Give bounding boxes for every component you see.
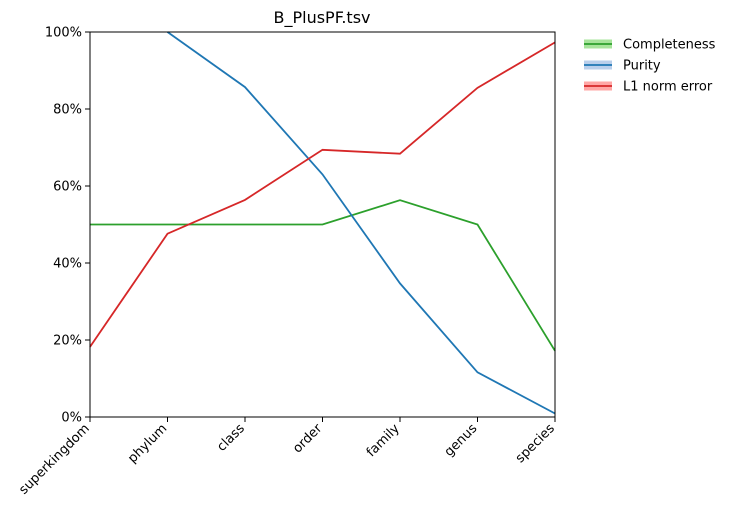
legend-label: Purity [623,59,661,74]
y-tick-label: 80% [53,103,82,118]
plot-lines [89,31,556,415]
y-tick-label: 0% [61,411,82,426]
legend-label: Completeness [623,38,716,53]
x-tick-label: species [513,421,558,466]
legend: Completeness Purity L1 norm error [584,38,716,95]
x-tick-label: class [214,421,248,455]
x-tick-label: genus [442,421,481,460]
y-tick-label: 100% [45,26,82,41]
x-tick-label: order [290,421,326,457]
x-tick-label: phylum [125,421,170,466]
y-tick-label: 60% [53,180,82,195]
x-tick-label: family [364,421,403,460]
chart-title: B_PlusPF.tsv [274,8,371,28]
y-tick-label: 20% [53,334,82,349]
x-tick-label: superkingdom [16,421,92,497]
x-axis: superkingdom phylum class order family genus s… [16,417,558,498]
y-axis: 0% 20% 40% 60% 80% 100% [45,26,90,426]
series-line-completeness [90,199,556,352]
series-line-purity [166,31,556,415]
series-line-l1-norm-error [89,41,556,348]
legend-label: L1 norm error [623,80,713,95]
y-tick-label: 40% [53,257,82,272]
